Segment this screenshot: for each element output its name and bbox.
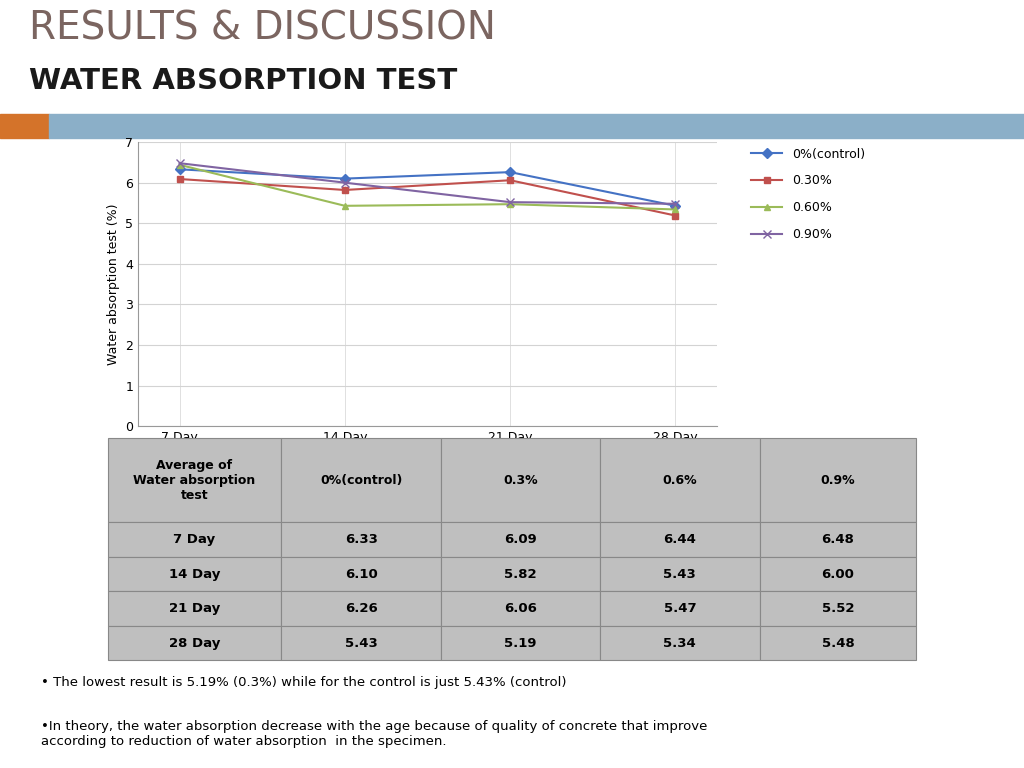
Text: 5.47: 5.47 xyxy=(664,602,696,615)
0.60% xyxy=(173,161,185,170)
FancyBboxPatch shape xyxy=(282,522,440,557)
FancyBboxPatch shape xyxy=(440,591,600,626)
FancyBboxPatch shape xyxy=(760,522,916,557)
Text: Average of
Water absorption
test: Average of Water absorption test xyxy=(133,458,256,502)
Text: 6.33: 6.33 xyxy=(345,533,378,546)
0%(control) xyxy=(670,201,682,210)
0%(control) xyxy=(173,164,185,174)
Text: 6.09: 6.09 xyxy=(504,533,537,546)
0.30% xyxy=(504,176,516,185)
FancyBboxPatch shape xyxy=(282,626,440,660)
FancyBboxPatch shape xyxy=(760,591,916,626)
0.90% xyxy=(670,199,682,208)
Text: 5.34: 5.34 xyxy=(664,637,696,650)
Line: 0%(control): 0%(control) xyxy=(176,166,679,210)
FancyBboxPatch shape xyxy=(600,522,760,557)
FancyBboxPatch shape xyxy=(108,591,282,626)
Text: WATER ABSORPTION TEST: WATER ABSORPTION TEST xyxy=(29,67,457,94)
FancyBboxPatch shape xyxy=(108,626,282,660)
Text: 5.52: 5.52 xyxy=(822,602,854,615)
FancyBboxPatch shape xyxy=(108,557,282,591)
FancyBboxPatch shape xyxy=(600,591,760,626)
Text: 0.6%: 0.6% xyxy=(663,474,697,487)
Text: 5.43: 5.43 xyxy=(664,568,696,581)
Text: 6.06: 6.06 xyxy=(504,602,537,615)
Text: 14 Day: 14 Day xyxy=(169,568,220,581)
0.60% xyxy=(339,201,351,210)
0.30% xyxy=(173,174,185,184)
Text: 5.48: 5.48 xyxy=(821,637,854,650)
0.30% xyxy=(670,211,682,220)
Text: 0%(control): 0%(control) xyxy=(319,474,402,487)
FancyBboxPatch shape xyxy=(440,626,600,660)
0.90% xyxy=(339,178,351,187)
FancyBboxPatch shape xyxy=(282,438,440,522)
FancyBboxPatch shape xyxy=(440,438,600,522)
FancyBboxPatch shape xyxy=(108,522,282,557)
Text: RESULTS & DISCUSSION: RESULTS & DISCUSSION xyxy=(29,9,496,48)
FancyBboxPatch shape xyxy=(760,557,916,591)
Text: 5.43: 5.43 xyxy=(345,637,378,650)
Text: 21 Day: 21 Day xyxy=(169,602,220,615)
Y-axis label: Water absorption test (%): Water absorption test (%) xyxy=(106,204,120,365)
Text: 6.48: 6.48 xyxy=(821,533,854,546)
FancyBboxPatch shape xyxy=(600,626,760,660)
Text: 5.19: 5.19 xyxy=(504,637,537,650)
Text: 6.10: 6.10 xyxy=(345,568,378,581)
Text: 6.00: 6.00 xyxy=(821,568,854,581)
FancyBboxPatch shape xyxy=(600,557,760,591)
FancyBboxPatch shape xyxy=(440,522,600,557)
Line: 0.60%: 0.60% xyxy=(176,161,679,213)
Line: 0.30%: 0.30% xyxy=(176,176,679,219)
Line: 0.90%: 0.90% xyxy=(175,159,680,208)
FancyBboxPatch shape xyxy=(282,557,440,591)
0.90% xyxy=(504,197,516,207)
Text: •In theory, the water absorption decrease with the age because of quality of con: •In theory, the water absorption decreas… xyxy=(41,720,707,748)
0.60% xyxy=(670,205,682,214)
0%(control) xyxy=(339,174,351,184)
FancyBboxPatch shape xyxy=(760,626,916,660)
Text: 6.26: 6.26 xyxy=(345,602,378,615)
0.60% xyxy=(504,200,516,209)
0.90% xyxy=(173,158,185,167)
Text: 7 Day: 7 Day xyxy=(173,533,215,546)
X-axis label: Ages (Day): Ages (Day) xyxy=(385,449,470,464)
Text: 28 Day: 28 Day xyxy=(169,637,220,650)
FancyBboxPatch shape xyxy=(440,557,600,591)
0%(control) xyxy=(504,167,516,177)
Legend: 0%(control), 0.30%, 0.60%, 0.90%: 0%(control), 0.30%, 0.60%, 0.90% xyxy=(746,143,870,246)
FancyBboxPatch shape xyxy=(282,591,440,626)
FancyBboxPatch shape xyxy=(108,438,282,522)
0.30% xyxy=(339,185,351,194)
Text: 5.82: 5.82 xyxy=(504,568,537,581)
FancyBboxPatch shape xyxy=(600,438,760,522)
Text: • The lowest result is 5.19% (0.3%) while for the control is just 5.43% (control: • The lowest result is 5.19% (0.3%) whil… xyxy=(41,676,566,689)
FancyBboxPatch shape xyxy=(760,438,916,522)
Text: 6.44: 6.44 xyxy=(664,533,696,546)
Text: 0.9%: 0.9% xyxy=(820,474,855,487)
Text: 0.3%: 0.3% xyxy=(503,474,538,487)
Bar xyxy=(0,114,49,138)
